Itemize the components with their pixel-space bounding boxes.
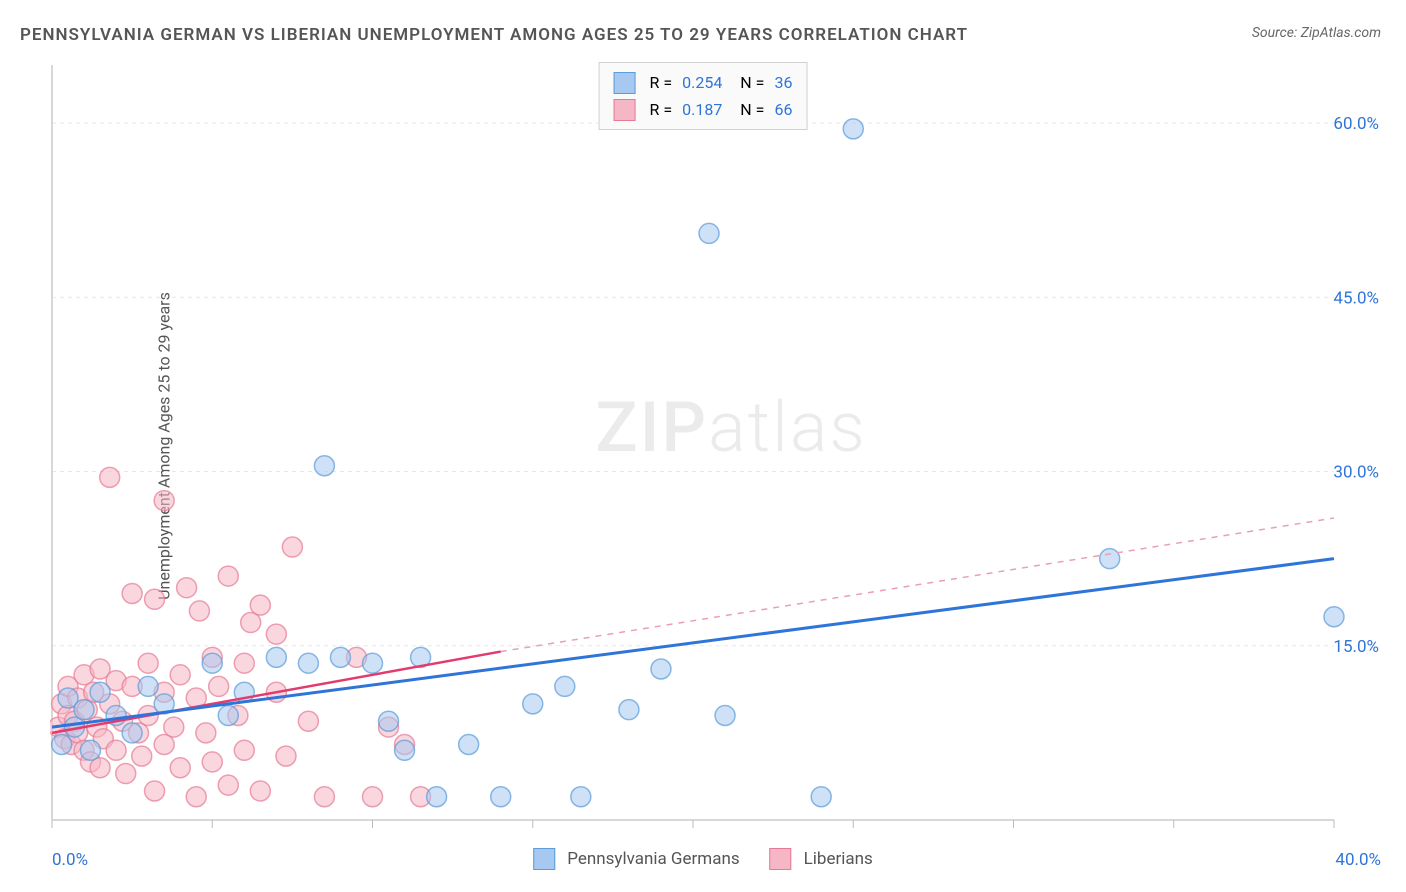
x-axis-max-label: 40.0% xyxy=(1335,850,1381,870)
swatch-icon xyxy=(614,99,636,121)
legend-row-pa-german: R = 0.254 N = 36 xyxy=(614,69,793,96)
x-axis-min-label: 0.0% xyxy=(52,850,88,870)
source-attribution: Source: ZipAtlas.com xyxy=(1252,25,1381,41)
legend-label: Liberians xyxy=(804,849,873,869)
chart-title: PENNSYLVANIA GERMAN VS LIBERIAN UNEMPLOY… xyxy=(20,25,968,45)
chart-plot-area: 15.0% 30.0% 45.0% 60.0% xyxy=(50,60,1386,832)
legend-n-label: N = xyxy=(732,69,764,96)
legend-item-pa-german: Pennsylvania Germans xyxy=(533,848,739,870)
legend-r-value: 0.187 xyxy=(682,96,722,123)
swatch-icon xyxy=(770,848,792,870)
svg-text:45.0%: 45.0% xyxy=(1333,288,1379,308)
legend-item-liberian: Liberians xyxy=(770,848,873,870)
correlation-legend: R = 0.254 N = 36 R = 0.187 N = 66 xyxy=(599,62,808,130)
scatter-chart-svg: 15.0% 30.0% 45.0% 60.0% xyxy=(50,60,1386,832)
svg-text:60.0%: 60.0% xyxy=(1333,114,1379,134)
svg-text:30.0%: 30.0% xyxy=(1333,463,1379,483)
swatch-icon xyxy=(614,72,636,94)
svg-text:15.0%: 15.0% xyxy=(1333,637,1379,657)
legend-n-value: 66 xyxy=(774,96,792,123)
legend-r-label: R = xyxy=(650,96,673,123)
legend-n-value: 36 xyxy=(774,69,792,96)
swatch-icon xyxy=(533,848,555,870)
legend-r-value: 0.254 xyxy=(682,69,722,96)
series-legend: Pennsylvania Germans Liberians xyxy=(533,848,873,870)
legend-row-liberian: R = 0.187 N = 66 xyxy=(614,96,793,123)
legend-n-label: N = xyxy=(732,96,764,123)
legend-label: Pennsylvania Germans xyxy=(567,849,739,869)
legend-r-label: R = xyxy=(650,69,673,96)
